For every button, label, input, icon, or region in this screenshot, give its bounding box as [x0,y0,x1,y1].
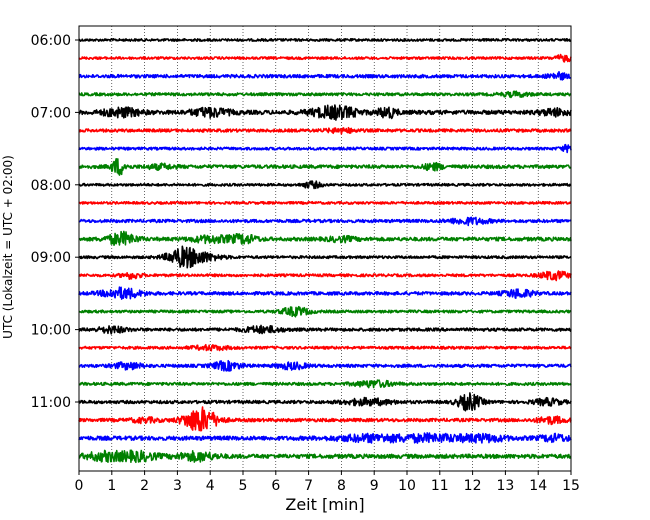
trace-row-0700 [78,104,572,121]
x-tick-label-9: 9 [370,478,379,494]
y-tick-label-0600: 06:00 [31,33,71,49]
y-tick-label-0800: 08:00 [31,178,71,194]
trace-row-1015 [78,343,572,352]
trace-row-1100 [78,392,572,412]
x-axis-ticks: 0 1 2 3 4 5 6 7 8 9 10 11 12 13 14 15 [75,471,580,494]
trace-row-1115 [78,406,572,432]
x-tick-label-13: 13 [496,478,514,494]
trace-rows [78,38,572,464]
trace-row-0900 [78,245,572,269]
trace-row-0600 [78,38,572,42]
x-tick-label-10: 10 [398,478,416,494]
trace-row-1145 [78,449,572,464]
x-tick-label-0: 0 [75,478,84,494]
y-tick-label-1100: 11:00 [31,395,71,411]
trace-row-0815 [78,200,572,205]
x-tick-label-12: 12 [464,478,482,494]
trace-row-0645 [78,90,572,99]
trace-row-0630 [78,71,572,81]
trace-row-0715 [78,126,572,135]
y-tick-label-0700: 07:00 [31,105,71,121]
trace-row-0830 [78,216,572,227]
trace-row-1130 [78,432,572,444]
x-tick-label-1: 1 [107,478,116,494]
x-tick-label-7: 7 [304,478,313,494]
trace-row-1030 [78,359,572,372]
x-tick-label-3: 3 [173,478,182,494]
y-axis-ticks: 06:00 07:00 08:00 09:00 10:00 11:00 [31,33,79,411]
y-axis-label: UTC (Lokalzeit = UTC + 02:00) [1,155,15,339]
x-tick-label-6: 6 [271,478,280,494]
x-tick-label-8: 8 [337,478,346,494]
trace-row-0615 [78,53,572,63]
trace-row-0745 [78,158,572,176]
trace-row-0845 [78,230,572,247]
y-tick-label-1000: 10:00 [31,323,71,339]
x-tick-label-2: 2 [140,478,149,494]
trace-row-0915 [78,270,572,282]
y-tick-label-0900: 09:00 [31,250,71,266]
x-tick-label-4: 4 [206,478,215,494]
x-tick-label-15: 15 [562,478,580,494]
x-tick-label-14: 14 [529,478,547,494]
trace-row-1000 [78,324,572,335]
x-axis-label: Zeit [min] [285,495,364,514]
trace-row-0800 [78,180,572,190]
x-tick-label-5: 5 [239,478,248,494]
trace-row-0930 [78,286,572,300]
x-tick-label-11: 11 [431,478,449,494]
trace-row-0730 [78,143,572,154]
trace-row-0945 [78,305,572,318]
trace-row-1045 [78,379,572,389]
plot-frame [78,25,572,472]
